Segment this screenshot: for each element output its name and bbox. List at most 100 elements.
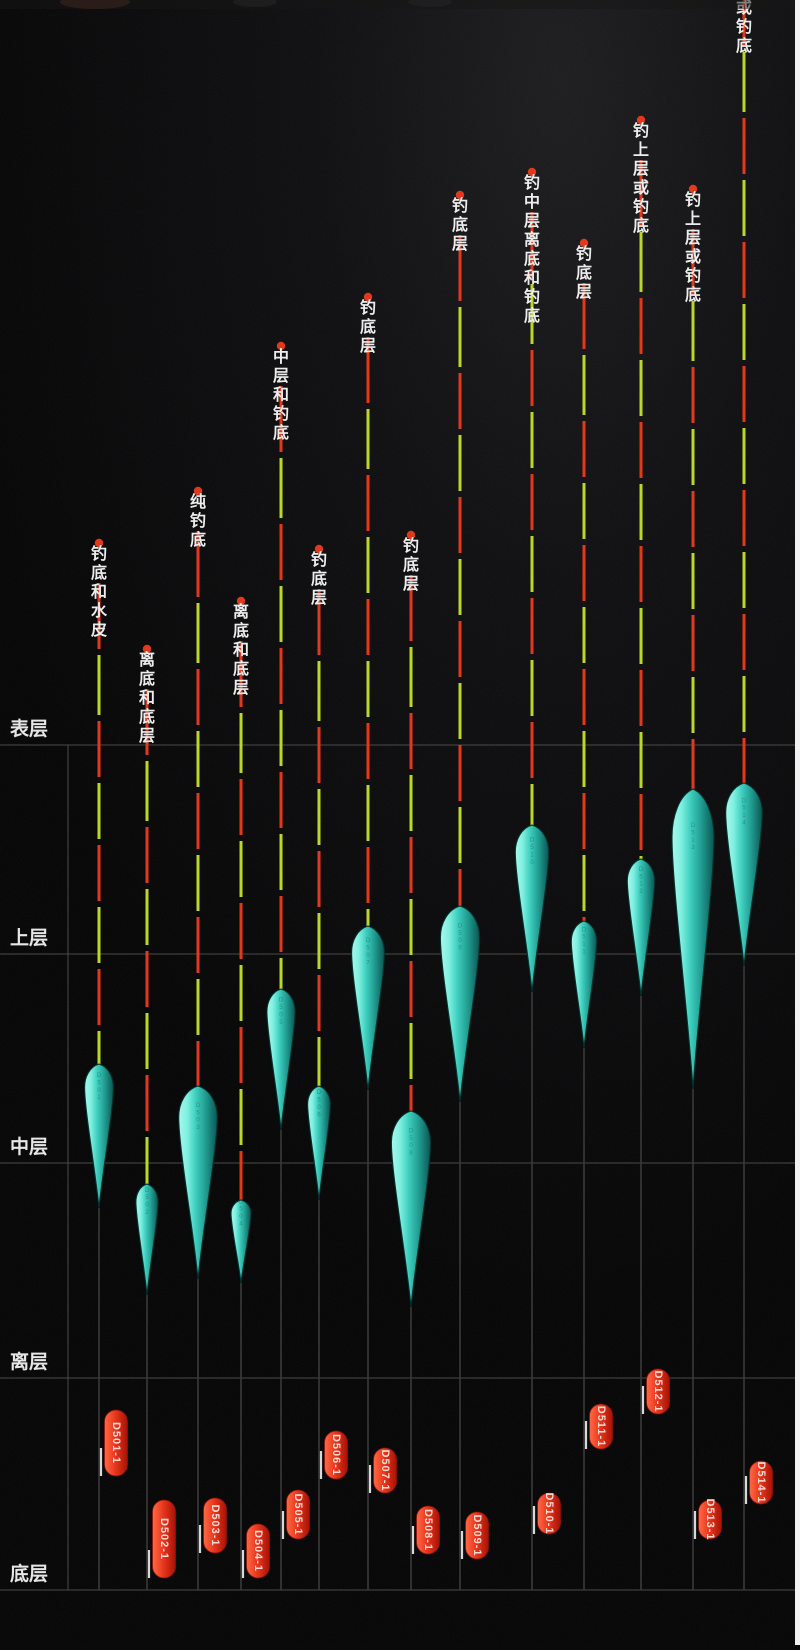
svg-text:底: 底 — [736, 36, 752, 55]
svg-text:和: 和 — [91, 582, 107, 601]
svg-text:钓: 钓 — [452, 196, 468, 215]
svg-text:D: D — [317, 1089, 322, 1096]
svg-text:钓: 钓 — [524, 287, 540, 306]
svg-text:底: 底 — [139, 707, 155, 726]
svg-text:D513-1: D513-1 — [704, 1498, 716, 1540]
svg-text:4: 4 — [742, 820, 746, 827]
svg-text:D: D — [239, 1198, 244, 1205]
svg-text:3: 3 — [691, 844, 695, 851]
svg-text:表层: 表层 — [10, 717, 48, 740]
svg-text:层: 层 — [403, 575, 419, 593]
svg-text:5: 5 — [279, 1019, 283, 1026]
svg-text:底: 底 — [360, 317, 376, 336]
svg-text:5: 5 — [196, 1109, 200, 1116]
svg-text:钓: 钓 — [273, 404, 289, 423]
svg-text:0: 0 — [97, 1087, 101, 1094]
svg-text:D506-1: D506-1 — [330, 1434, 342, 1476]
svg-text:D: D — [639, 866, 644, 873]
svg-text:0: 0 — [196, 1117, 200, 1124]
svg-text:层: 层 — [576, 283, 592, 301]
svg-text:和: 和 — [273, 385, 289, 404]
svg-text:层: 层 — [685, 229, 701, 247]
svg-text:5: 5 — [145, 1194, 149, 1201]
svg-text:D: D — [742, 797, 747, 804]
svg-text:5: 5 — [582, 934, 586, 941]
svg-text:5: 5 — [97, 1079, 101, 1086]
svg-text:底: 底 — [685, 285, 701, 304]
svg-text:上: 上 — [685, 210, 701, 228]
svg-text:底: 底 — [633, 216, 649, 235]
svg-text:水: 水 — [91, 601, 108, 620]
svg-text:D504-1: D504-1 — [252, 1530, 264, 1572]
svg-text:离: 离 — [524, 230, 540, 249]
svg-text:0: 0 — [239, 1213, 243, 1220]
svg-text:D510-1: D510-1 — [543, 1492, 555, 1534]
svg-text:9: 9 — [458, 945, 462, 952]
svg-text:D: D — [145, 1187, 150, 1194]
svg-text:底: 底 — [91, 563, 107, 582]
svg-text:底: 底 — [452, 215, 468, 234]
svg-text:5: 5 — [317, 1097, 321, 1104]
svg-text:和: 和 — [524, 268, 540, 287]
svg-text:底: 底 — [576, 263, 592, 282]
svg-text:1: 1 — [691, 837, 695, 844]
svg-text:0: 0 — [458, 937, 462, 944]
svg-text:离: 离 — [233, 602, 249, 621]
svg-text:底: 底 — [139, 669, 155, 688]
svg-text:底: 底 — [190, 530, 206, 549]
svg-text:底: 底 — [233, 659, 249, 678]
svg-text:D: D — [196, 1102, 201, 1109]
svg-text:D: D — [366, 937, 371, 944]
svg-text:0: 0 — [366, 952, 370, 959]
svg-text:1: 1 — [97, 1094, 101, 1101]
svg-text:底: 底 — [524, 249, 540, 268]
svg-text:0: 0 — [530, 859, 534, 866]
svg-text:5: 5 — [639, 873, 643, 880]
svg-text:底层: 底层 — [10, 1562, 48, 1585]
svg-text:D: D — [279, 997, 284, 1004]
svg-text:底: 底 — [403, 555, 419, 574]
svg-text:D508-1: D508-1 — [422, 1509, 434, 1551]
svg-text:底: 底 — [233, 621, 249, 640]
svg-text:D502-1: D502-1 — [158, 1518, 170, 1560]
svg-text:层: 层 — [633, 160, 649, 178]
svg-text:2: 2 — [145, 1209, 149, 1216]
svg-text:纯: 纯 — [190, 492, 206, 511]
svg-text:底: 底 — [273, 423, 289, 442]
svg-text:5: 5 — [366, 945, 370, 952]
svg-text:0: 0 — [409, 1142, 413, 1149]
svg-text:7: 7 — [366, 959, 370, 966]
svg-text:底: 底 — [524, 306, 540, 325]
svg-text:0: 0 — [145, 1202, 149, 1209]
svg-text:D509-1: D509-1 — [471, 1514, 483, 1556]
svg-text:层: 层 — [233, 679, 249, 697]
svg-text:D: D — [691, 822, 696, 829]
svg-text:钓: 钓 — [524, 173, 540, 192]
svg-text:钓: 钓 — [633, 121, 649, 140]
svg-text:D: D — [409, 1127, 414, 1134]
svg-text:层: 层 — [273, 367, 289, 385]
svg-text:D514-1: D514-1 — [755, 1461, 767, 1503]
svg-text:和: 和 — [139, 688, 155, 707]
svg-text:钓: 钓 — [576, 244, 592, 263]
svg-text:钓: 钓 — [91, 544, 107, 563]
svg-text:中: 中 — [273, 347, 289, 366]
svg-text:钓: 钓 — [633, 197, 649, 216]
svg-text:钓: 钓 — [403, 536, 419, 555]
svg-text:和: 和 — [233, 640, 249, 659]
svg-text:钓: 钓 — [311, 550, 327, 569]
svg-text:钓: 钓 — [736, 17, 752, 36]
svg-text:D512-1: D512-1 — [652, 1370, 664, 1412]
svg-text:6: 6 — [317, 1111, 321, 1118]
svg-text:1: 1 — [530, 852, 534, 859]
svg-text:1: 1 — [742, 812, 746, 819]
svg-text:层: 层 — [452, 235, 468, 253]
svg-text:层: 层 — [360, 337, 376, 355]
svg-text:层: 层 — [139, 727, 155, 745]
svg-text:D501-1: D501-1 — [110, 1422, 122, 1464]
svg-text:钓: 钓 — [685, 190, 701, 209]
svg-text:底: 底 — [311, 569, 327, 588]
svg-text:离: 离 — [139, 650, 155, 669]
svg-text:钓: 钓 — [685, 266, 701, 285]
svg-text:中层: 中层 — [10, 1135, 48, 1158]
